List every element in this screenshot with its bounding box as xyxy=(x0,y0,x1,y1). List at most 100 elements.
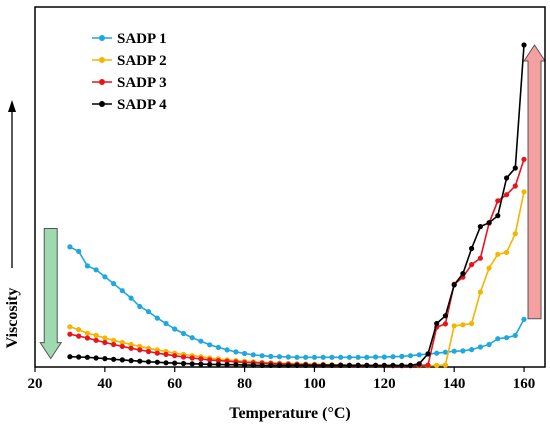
data-point xyxy=(285,362,291,368)
data-point xyxy=(111,356,117,362)
data-point xyxy=(329,354,335,360)
data-point xyxy=(233,349,239,355)
data-point xyxy=(119,288,125,294)
data-point xyxy=(373,362,379,368)
data-point xyxy=(338,362,344,368)
annotation-arrow-down xyxy=(39,228,63,360)
data-point xyxy=(495,198,501,204)
data-point xyxy=(390,354,396,360)
data-point xyxy=(67,354,73,360)
data-point xyxy=(416,352,422,358)
data-point xyxy=(425,351,431,357)
data-point xyxy=(111,337,117,343)
data-point xyxy=(442,362,448,368)
data-point xyxy=(102,335,108,341)
data-point xyxy=(407,353,414,359)
data-point xyxy=(76,354,82,360)
data-point xyxy=(477,224,483,230)
data-point xyxy=(495,336,501,342)
data-point xyxy=(320,362,326,368)
data-point xyxy=(111,281,117,287)
data-point xyxy=(303,354,309,360)
data-point xyxy=(521,42,527,48)
data-point xyxy=(268,362,274,368)
data-point xyxy=(145,359,152,365)
data-point xyxy=(442,321,448,327)
data-point xyxy=(215,358,221,364)
data-point xyxy=(469,245,475,252)
data-point xyxy=(145,348,152,355)
data-point xyxy=(311,354,318,360)
data-point xyxy=(521,316,527,322)
data-point xyxy=(469,347,475,353)
data-point xyxy=(521,156,527,162)
data-point xyxy=(250,352,256,358)
data-point xyxy=(154,359,160,365)
data-point xyxy=(180,360,187,367)
data-point xyxy=(294,362,300,368)
data-point xyxy=(451,348,457,354)
data-point xyxy=(407,362,414,368)
data-point xyxy=(137,358,143,364)
data-point xyxy=(224,362,230,368)
data-point xyxy=(180,330,187,337)
data-point xyxy=(512,165,518,171)
data-point xyxy=(207,357,213,363)
data-point xyxy=(163,351,169,357)
data-point xyxy=(477,344,483,350)
data-point xyxy=(111,341,117,348)
data-point xyxy=(434,320,440,327)
data-point xyxy=(172,326,178,332)
data-point xyxy=(102,356,108,362)
data-point xyxy=(268,353,274,359)
data-point xyxy=(460,271,466,277)
data-point xyxy=(163,360,169,366)
data-point xyxy=(128,345,134,351)
data-point xyxy=(242,350,248,357)
series-line xyxy=(69,246,525,359)
data-point xyxy=(451,323,457,329)
data-point xyxy=(250,362,256,368)
data-point xyxy=(338,354,344,360)
data-point xyxy=(76,327,82,333)
x-axis-title: Temperature (°C) xyxy=(229,405,350,422)
data-point xyxy=(242,362,248,368)
data-point xyxy=(67,331,73,337)
data-point xyxy=(137,303,143,310)
data-point xyxy=(294,354,300,360)
data-point xyxy=(442,349,448,355)
data-point xyxy=(84,354,90,360)
data-point xyxy=(67,244,73,250)
data-point xyxy=(198,361,204,367)
data-point xyxy=(154,350,160,356)
legend-label: SADP 4 xyxy=(117,97,167,113)
series-line xyxy=(69,191,525,367)
data-point xyxy=(102,274,108,280)
legend-label: SADP 3 xyxy=(117,75,167,91)
x-tick-label: 100 xyxy=(303,376,326,392)
annotations xyxy=(39,44,546,360)
data-point xyxy=(207,342,213,348)
annotation-arrow-up xyxy=(523,44,546,320)
data-point xyxy=(259,353,265,359)
data-point xyxy=(346,362,352,368)
data-point xyxy=(119,339,125,346)
data-point xyxy=(76,248,82,254)
data-point xyxy=(128,341,134,348)
data-point xyxy=(76,333,82,339)
legend-marker xyxy=(99,79,105,85)
series-3 xyxy=(67,156,527,369)
data-point xyxy=(346,354,352,360)
y-axis-title: Viscosity xyxy=(4,288,21,349)
data-point xyxy=(67,324,73,330)
data-point xyxy=(486,265,492,271)
series-layer xyxy=(67,42,527,369)
data-point xyxy=(486,341,492,348)
data-point xyxy=(163,320,169,327)
data-point xyxy=(504,175,510,181)
data-point xyxy=(477,255,483,261)
data-point xyxy=(84,263,90,269)
series-4 xyxy=(67,42,527,368)
data-point xyxy=(512,183,518,189)
